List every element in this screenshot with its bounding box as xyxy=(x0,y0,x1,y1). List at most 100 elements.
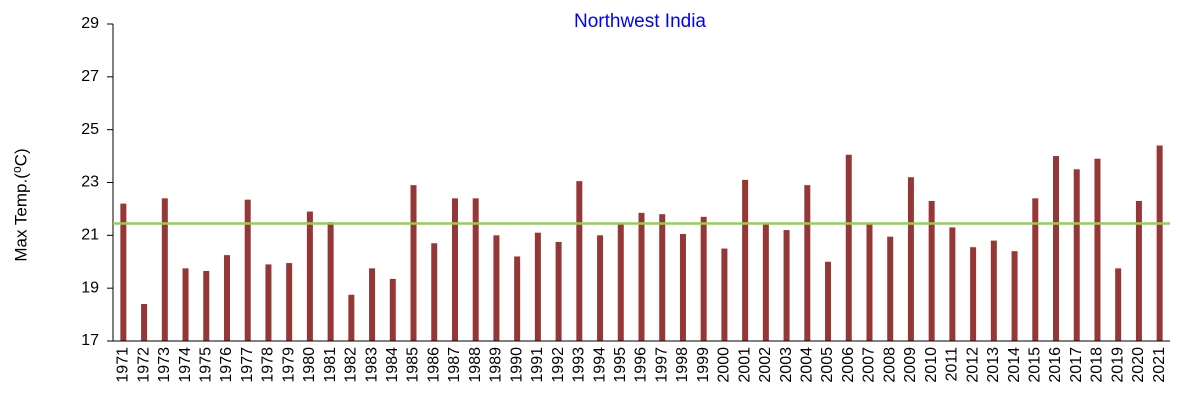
bar xyxy=(120,203,127,341)
x-tick-label: 1981 xyxy=(322,347,339,383)
bar xyxy=(348,294,355,341)
bar xyxy=(389,278,396,341)
x-tick-label: 2014 xyxy=(1006,347,1023,383)
bar xyxy=(659,214,666,341)
bar xyxy=(555,241,562,341)
x-tick-label: 1990 xyxy=(508,347,525,383)
x-tick-label: 2002 xyxy=(757,347,774,383)
x-tick-label: 2005 xyxy=(819,347,836,383)
x-tick-label: 2003 xyxy=(778,347,795,383)
x-tick-label: 2013 xyxy=(985,347,1002,383)
x-tick-label: 1998 xyxy=(674,347,691,383)
x-tick-label: 1973 xyxy=(156,347,173,383)
bar xyxy=(679,234,686,341)
bar xyxy=(949,227,956,341)
x-tick-label: 2006 xyxy=(840,347,857,383)
x-tick-label: 1976 xyxy=(218,347,235,383)
x-tick-label: 2009 xyxy=(902,347,919,383)
x-tick-label: 2011 xyxy=(944,347,961,382)
x-tick-label: 2001 xyxy=(736,347,753,383)
bar xyxy=(1053,156,1060,341)
bar xyxy=(203,270,210,341)
x-tick-label: 2017 xyxy=(1068,347,1085,383)
x-tick-label: 1995 xyxy=(612,347,629,383)
bar xyxy=(907,177,914,341)
bar xyxy=(472,198,479,341)
bar xyxy=(638,212,645,341)
bar xyxy=(845,154,852,341)
bar xyxy=(1156,145,1163,341)
x-tick-label: 1977 xyxy=(239,347,256,383)
bar xyxy=(721,248,728,341)
bar xyxy=(970,247,977,341)
x-tick-label: 2010 xyxy=(923,347,940,383)
x-tick-label: 1985 xyxy=(405,347,422,383)
x-tick-label: 2015 xyxy=(1027,347,1044,383)
bar xyxy=(493,235,500,341)
x-tick-label: 1986 xyxy=(425,347,442,383)
bar xyxy=(866,223,873,341)
bar xyxy=(410,185,417,341)
x-tick-label: 1978 xyxy=(260,347,277,383)
x-tick-label: 1982 xyxy=(343,347,360,383)
bar xyxy=(783,230,790,341)
x-tick-label: 1987 xyxy=(446,347,463,383)
y-tick-label: 21 xyxy=(81,227,99,244)
y-tick-label: 17 xyxy=(81,332,99,349)
x-tick-label: 1991 xyxy=(529,347,546,383)
bar xyxy=(617,223,624,341)
x-tick-label: 2000 xyxy=(716,347,733,383)
x-tick-label: 1988 xyxy=(467,347,484,383)
bar xyxy=(887,236,894,341)
bar xyxy=(1032,198,1039,341)
x-tick-label: 1997 xyxy=(653,347,670,383)
bar xyxy=(265,264,272,341)
x-tick-label: 1984 xyxy=(384,347,401,383)
bar xyxy=(1011,251,1018,341)
bar xyxy=(928,200,935,341)
bar xyxy=(223,255,230,341)
bar xyxy=(576,181,583,341)
y-tick-label: 23 xyxy=(81,174,99,191)
bar xyxy=(286,263,293,341)
bar xyxy=(369,268,376,341)
bar xyxy=(990,240,997,341)
y-tick-label: 27 xyxy=(81,68,99,85)
chart-title: Northwest India xyxy=(574,11,706,32)
x-tick-label: 2007 xyxy=(861,347,878,383)
x-tick-label: 2012 xyxy=(964,347,981,383)
bar xyxy=(700,216,707,341)
x-tick-label: 1971 xyxy=(115,347,132,383)
bar xyxy=(825,261,832,341)
x-tick-label: 1975 xyxy=(197,347,214,383)
bar xyxy=(161,198,168,341)
bar xyxy=(451,198,458,341)
bar xyxy=(306,211,313,341)
x-tick-label: 1972 xyxy=(135,347,152,383)
x-tick-label: 1980 xyxy=(301,347,318,383)
bar xyxy=(141,304,148,341)
bar xyxy=(1115,268,1122,341)
x-tick-label: 2016 xyxy=(1047,347,1064,383)
bar xyxy=(244,199,251,341)
y-tick-label: 29 xyxy=(81,15,99,32)
bar xyxy=(597,235,604,341)
bar xyxy=(762,223,769,341)
bar xyxy=(182,268,189,341)
x-tick-label: 1992 xyxy=(550,347,567,383)
x-tick-label: 2021 xyxy=(1151,347,1168,383)
x-tick-label: 2018 xyxy=(1089,347,1106,383)
x-tick-label: 1983 xyxy=(363,347,380,383)
bar xyxy=(742,179,749,341)
bar xyxy=(1094,158,1101,341)
x-tick-label: 1999 xyxy=(695,347,712,383)
x-tick-label: 1993 xyxy=(571,347,588,383)
y-tick-label: 25 xyxy=(81,121,99,138)
bar xyxy=(804,185,811,341)
x-tick-label: 2004 xyxy=(799,347,816,383)
x-tick-label: 1994 xyxy=(591,347,608,383)
bar xyxy=(1073,169,1080,341)
y-tick-label: 19 xyxy=(81,279,99,296)
x-tick-label: 1974 xyxy=(177,347,194,383)
bar xyxy=(1135,200,1142,341)
